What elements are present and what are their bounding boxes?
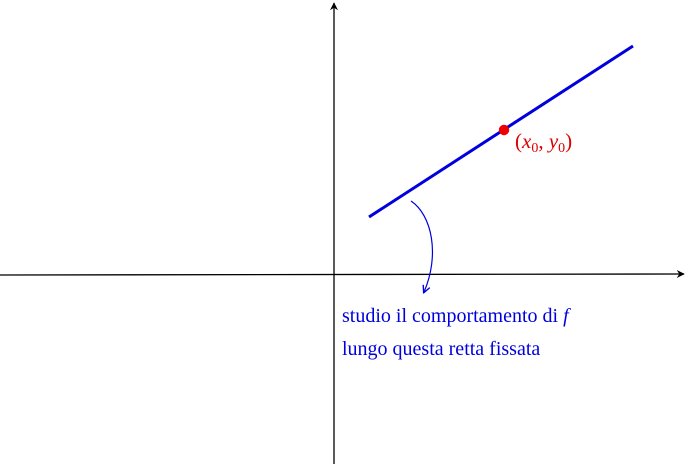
x-axis [0, 270, 685, 279]
point-label: (x0, y0) [515, 129, 572, 156]
point-label-close: ) [565, 129, 572, 153]
point-label-y-sub: 0 [558, 141, 565, 156]
note-line-1-text: studio il comportamento di [342, 305, 563, 327]
note-line-2: lungo questa retta fissata [342, 338, 540, 360]
note-line-1: studio il comportamento di f [342, 305, 571, 327]
point-label-open: ( [515, 129, 522, 153]
point-label-x: x [521, 129, 532, 153]
point-label-comma: , [538, 129, 549, 153]
point-label-y: y [547, 129, 559, 153]
point-label-x-sub: 0 [531, 141, 538, 156]
note-function-symbol: f [563, 305, 571, 327]
annotation-arrow [410, 200, 434, 292]
point-marker [498, 124, 510, 136]
